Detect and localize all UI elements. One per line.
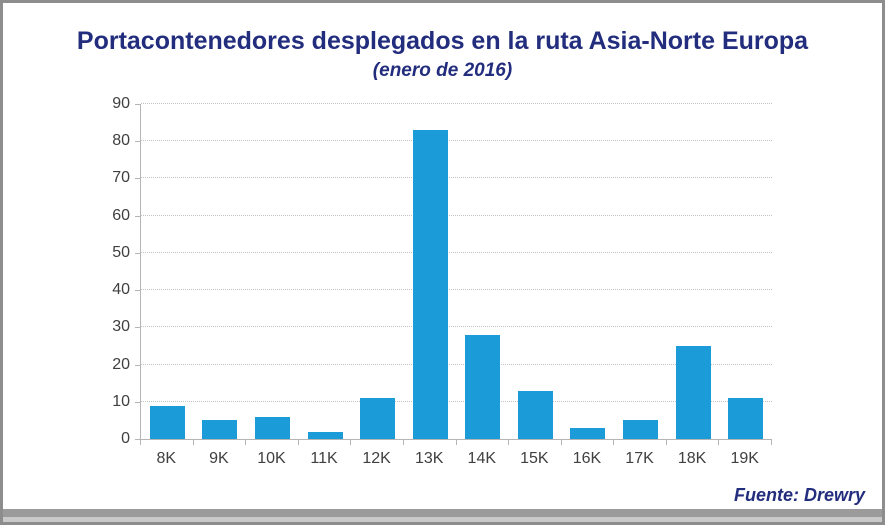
frame-bottom-edge-light xyxy=(3,517,882,522)
bar-10K xyxy=(254,416,290,439)
x-axis-tick-mark xyxy=(613,440,615,445)
gridline-10 xyxy=(141,400,772,402)
chart-title: Portacontenedores desplegados en la ruta… xyxy=(76,27,809,55)
bar-8K xyxy=(149,405,185,439)
y-axis-tick-mark xyxy=(135,290,140,292)
gridline-40 xyxy=(141,289,772,291)
y-axis-tick-label-50: 50 xyxy=(112,243,130,261)
x-axis-tick-label-13K: 13K xyxy=(414,450,444,467)
gridline-80 xyxy=(141,140,772,142)
x-axis-tick-mark xyxy=(771,440,772,445)
source-note: Fuente: Drewry xyxy=(733,485,865,505)
x-axis-tick-mark xyxy=(718,440,720,445)
x-axis-tick-mark xyxy=(560,440,562,445)
y-axis-tick-label-90: 90 xyxy=(112,95,130,112)
gridline-70 xyxy=(141,177,772,179)
bar-18K xyxy=(675,345,711,439)
x-axis-tick-label-8K: 8K xyxy=(156,450,177,467)
gridline-90 xyxy=(141,103,772,104)
x-axis-tick-label-19K: 19K xyxy=(730,450,759,467)
x-axis-tick-mark xyxy=(455,440,457,445)
y-axis-tick-label-20: 20 xyxy=(112,355,130,373)
bar-15K xyxy=(517,390,553,439)
x-axis-tick-label-16K: 16K xyxy=(572,450,602,467)
x-axis-tick-mark xyxy=(245,440,247,445)
x-axis-tick-mark xyxy=(508,440,510,445)
y-axis-tick-label-30: 30 xyxy=(112,318,130,336)
y-axis-tick-label-0: 0 xyxy=(121,430,130,447)
bar-12K xyxy=(360,398,396,439)
y-axis-tick-mark xyxy=(135,439,140,440)
x-axis-tick-label-18K: 18K xyxy=(677,450,707,467)
x-axis-tick-mark xyxy=(192,440,194,445)
y-axis-tick-mark xyxy=(135,401,140,403)
bar-13K xyxy=(412,130,448,439)
plot-area xyxy=(140,103,772,440)
x-axis-tick-label-14K: 14K xyxy=(467,450,497,467)
x-axis-tick-label-9K: 9K xyxy=(209,450,229,467)
bar-14K xyxy=(465,334,501,439)
y-axis-tick-mark xyxy=(135,141,140,143)
x-axis-tick-mark xyxy=(140,440,141,445)
y-axis-tick-label-70: 70 xyxy=(112,169,130,187)
x-axis-tick-mark xyxy=(665,440,667,445)
y-axis-tick-mark xyxy=(135,327,140,329)
y-axis-tick-mark xyxy=(135,104,140,105)
x-axis-tick-label-12K: 12K xyxy=(362,450,391,467)
y-axis-tick-label-60: 60 xyxy=(112,206,130,224)
x-axis-tick-label-15K: 15K xyxy=(520,450,549,467)
y-axis-tick-mark xyxy=(135,215,140,217)
x-axis-tick-mark xyxy=(350,440,352,445)
x-axis-tick-label-11K: 11K xyxy=(310,450,338,467)
y-axis-tick-label-40: 40 xyxy=(112,281,130,299)
frame-bottom-edge xyxy=(3,509,882,517)
chart-subtitle: (enero de 2016) xyxy=(372,60,513,81)
bar-16K xyxy=(570,427,606,439)
x-axis-tick-label-10K: 10K xyxy=(257,450,286,467)
y-axis-tick-mark xyxy=(135,178,140,180)
gridline-60 xyxy=(141,214,772,216)
y-axis-tick-label-80: 80 xyxy=(112,132,130,150)
gridline-30 xyxy=(141,326,772,328)
gridline-20 xyxy=(141,363,772,365)
x-axis-tick-mark xyxy=(402,440,404,445)
bar-19K xyxy=(728,398,764,439)
bar-9K xyxy=(202,420,238,439)
y-axis-tick-mark xyxy=(135,364,140,366)
bar-11K xyxy=(307,431,343,439)
y-axis-tick-label-10: 10 xyxy=(112,392,130,410)
x-axis-tick-mark xyxy=(297,440,299,445)
gridline-50 xyxy=(141,251,772,253)
y-axis-tick-mark xyxy=(135,252,140,254)
x-axis-tick-label-17K: 17K xyxy=(625,450,654,467)
bar-17K xyxy=(623,420,659,439)
